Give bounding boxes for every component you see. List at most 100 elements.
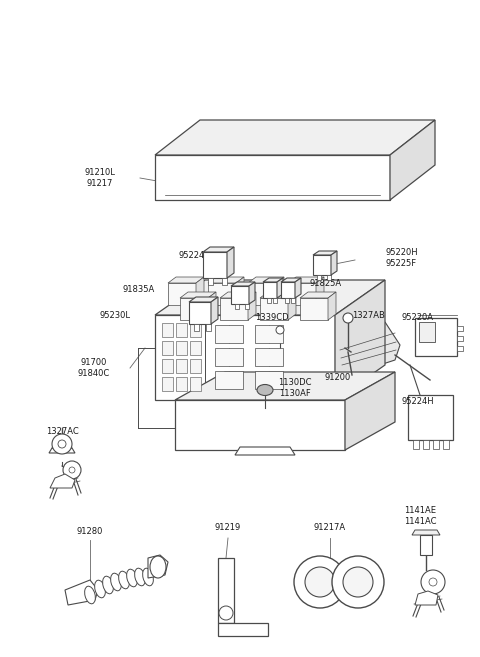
Polygon shape [335, 322, 400, 378]
Polygon shape [227, 247, 234, 278]
Ellipse shape [150, 556, 166, 578]
Polygon shape [331, 251, 337, 275]
Bar [457, 346, 463, 351]
Polygon shape [300, 298, 328, 320]
Ellipse shape [332, 556, 384, 608]
Polygon shape [281, 278, 301, 282]
Polygon shape [345, 372, 395, 450]
Bar [222, 278, 227, 285]
Ellipse shape [134, 568, 145, 586]
Ellipse shape [110, 573, 121, 591]
Bar [457, 326, 463, 331]
Bar [419, 322, 435, 342]
Polygon shape [260, 292, 296, 298]
Polygon shape [248, 283, 276, 305]
Polygon shape [220, 292, 256, 298]
Ellipse shape [305, 567, 335, 597]
Ellipse shape [84, 586, 96, 604]
Bar [176, 377, 187, 391]
Polygon shape [203, 252, 227, 278]
Bar [215, 371, 243, 389]
Bar [190, 377, 201, 391]
Polygon shape [236, 277, 244, 305]
Polygon shape [235, 447, 295, 455]
Polygon shape [155, 315, 335, 400]
Polygon shape [218, 623, 268, 636]
Polygon shape [260, 298, 288, 320]
Ellipse shape [103, 576, 113, 594]
Text: 91219: 91219 [215, 524, 241, 533]
Polygon shape [288, 277, 324, 283]
Circle shape [421, 570, 445, 594]
Bar [415, 318, 457, 356]
Text: 91210L
91217: 91210L 91217 [84, 168, 115, 188]
Polygon shape [328, 292, 336, 320]
Circle shape [63, 461, 81, 479]
Polygon shape [155, 280, 385, 315]
Polygon shape [281, 282, 295, 298]
Text: 95224H: 95224H [402, 397, 434, 407]
Text: 95220A: 95220A [402, 313, 434, 323]
Polygon shape [295, 278, 301, 298]
Polygon shape [168, 277, 204, 283]
Polygon shape [231, 286, 249, 304]
Bar [433, 440, 439, 449]
Text: 1141AE
1141AC: 1141AE 1141AC [404, 507, 436, 526]
Text: 1327AC: 1327AC [46, 428, 78, 436]
Polygon shape [218, 558, 234, 623]
Polygon shape [148, 555, 168, 578]
Polygon shape [189, 302, 211, 324]
Polygon shape [175, 400, 345, 450]
Ellipse shape [294, 556, 346, 608]
Polygon shape [203, 247, 234, 252]
Text: 1339CD: 1339CD [255, 313, 289, 323]
Polygon shape [189, 297, 218, 302]
Polygon shape [220, 298, 248, 320]
Text: 95230L: 95230L [99, 311, 130, 319]
Text: 91700
91840C: 91700 91840C [78, 358, 110, 378]
Polygon shape [65, 580, 98, 605]
Polygon shape [313, 251, 337, 255]
Polygon shape [276, 277, 284, 305]
Text: 91825A: 91825A [310, 279, 342, 288]
Polygon shape [155, 120, 435, 155]
Polygon shape [316, 277, 324, 305]
Polygon shape [175, 372, 395, 400]
Ellipse shape [95, 580, 106, 598]
Bar [176, 359, 187, 373]
Ellipse shape [143, 568, 154, 586]
Bar [176, 323, 187, 337]
Polygon shape [277, 278, 283, 298]
Bar [267, 298, 271, 303]
Bar [420, 535, 432, 555]
Polygon shape [248, 277, 284, 283]
Polygon shape [196, 277, 204, 305]
Bar [245, 304, 249, 309]
Bar [255, 348, 283, 366]
Bar [457, 336, 463, 341]
Bar [190, 359, 201, 373]
Bar [190, 341, 201, 355]
Text: 91280: 91280 [77, 526, 103, 535]
Bar [413, 440, 419, 449]
Polygon shape [208, 277, 244, 283]
Bar [317, 275, 321, 280]
Polygon shape [50, 474, 75, 488]
Polygon shape [263, 278, 283, 282]
Bar [443, 440, 449, 449]
Polygon shape [390, 120, 435, 200]
Polygon shape [249, 282, 255, 304]
Circle shape [219, 606, 233, 620]
Text: 91835A: 91835A [123, 286, 155, 294]
Polygon shape [300, 570, 378, 595]
Circle shape [343, 313, 353, 323]
Text: 95224C: 95224C [179, 250, 211, 260]
Polygon shape [300, 292, 336, 298]
Circle shape [69, 467, 75, 473]
Polygon shape [180, 292, 216, 298]
Bar [206, 324, 211, 331]
Text: 91217A: 91217A [314, 524, 346, 533]
Polygon shape [313, 255, 331, 275]
Bar [327, 275, 331, 280]
Polygon shape [180, 298, 208, 320]
